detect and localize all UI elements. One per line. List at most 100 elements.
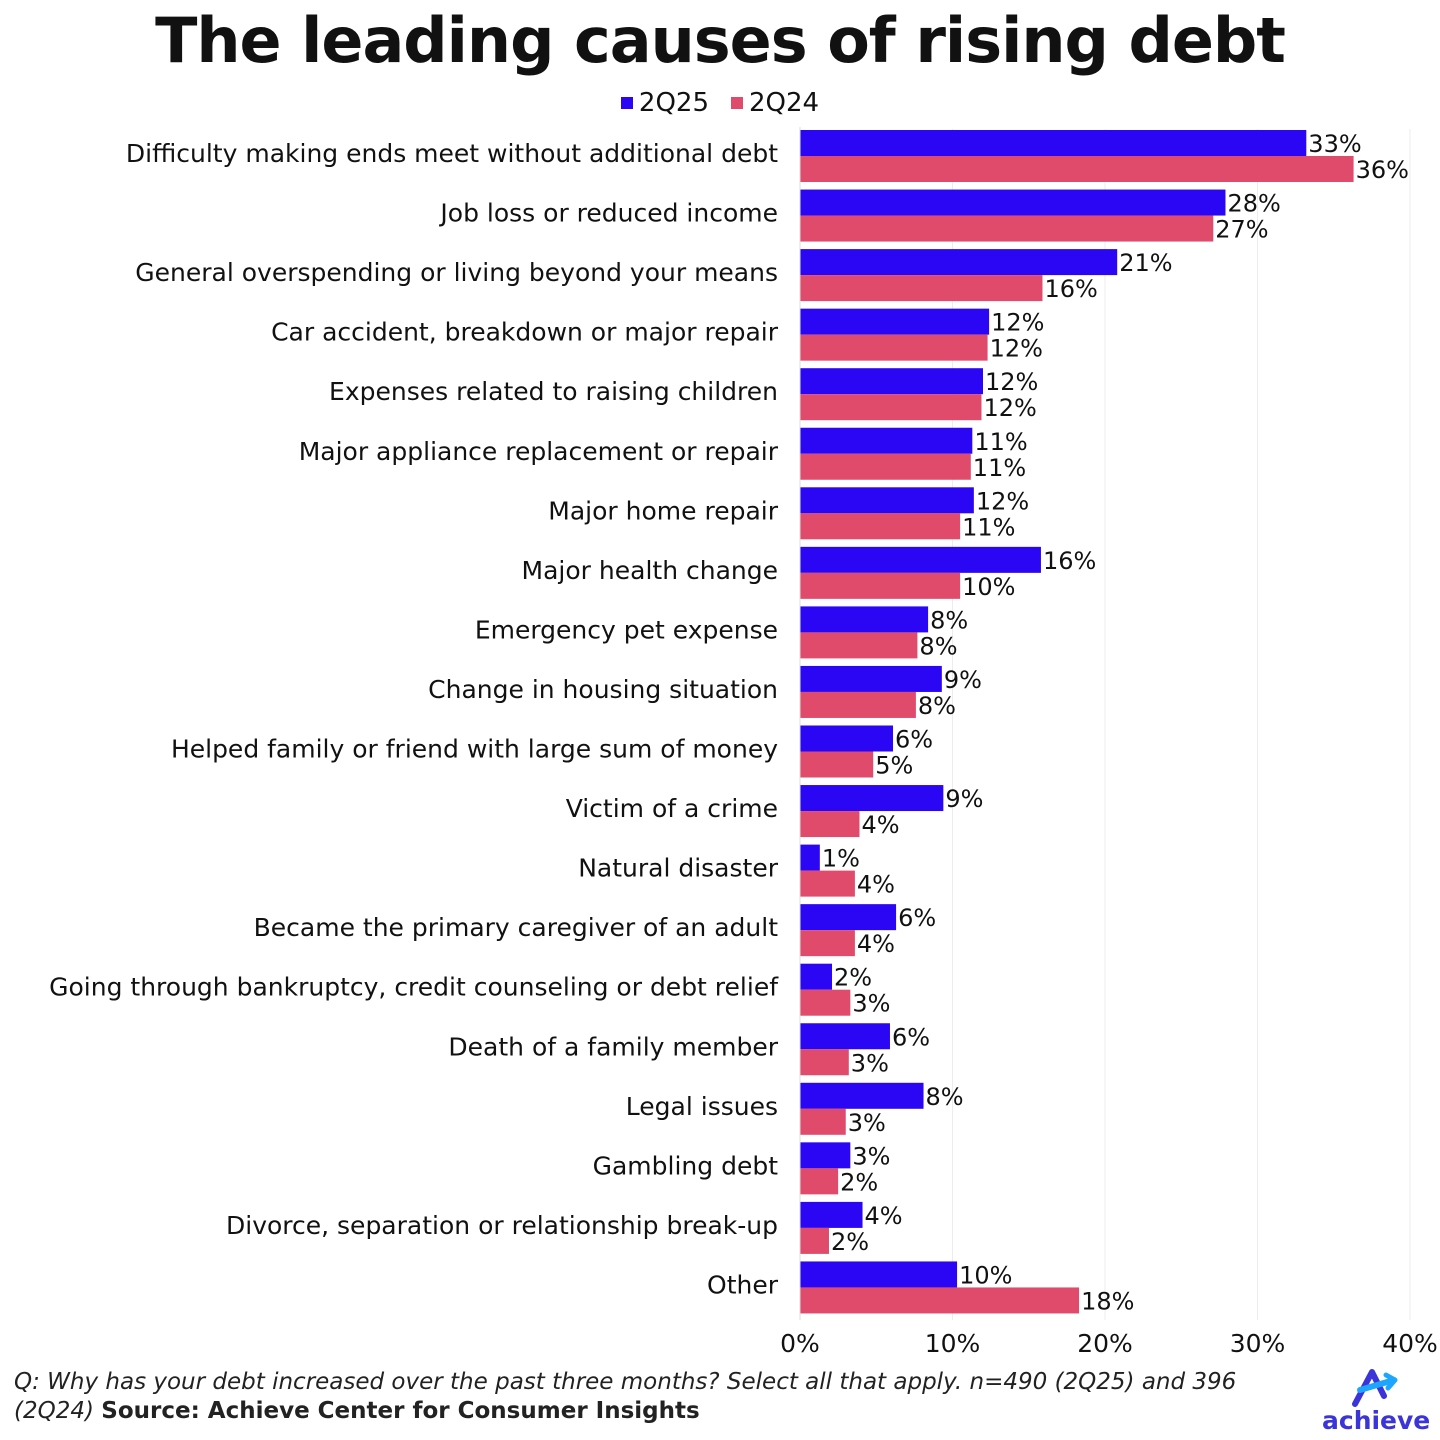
x-tick-label: 0% — [780, 1329, 820, 1358]
category-label: Natural disaster — [578, 854, 779, 883]
brand-wordmark: achieve — [1322, 1406, 1431, 1435]
data-label-2q25: 6% — [892, 1023, 930, 1051]
data-label-2q25: 10% — [959, 1261, 1012, 1289]
data-label-2q24: 11% — [973, 454, 1026, 482]
legend-item-2q25: 2Q25 — [620, 88, 709, 118]
achieve-arrow-logo-icon — [1352, 1369, 1398, 1407]
bar-2q24 — [800, 1108, 846, 1135]
data-label-2q24: 2% — [831, 1228, 869, 1256]
data-label-2q24: 12% — [983, 394, 1036, 422]
bar-2q25 — [800, 725, 894, 752]
bar-2q24 — [800, 513, 961, 540]
bar-2q24 — [800, 1049, 849, 1076]
legend-item-2q24: 2Q24 — [731, 88, 819, 118]
bar-2q25 — [800, 546, 1041, 573]
data-label-2q25: 12% — [976, 487, 1029, 515]
bar-2q25 — [800, 368, 983, 395]
data-label-2q24: 3% — [851, 1049, 889, 1077]
bar-2q25 — [800, 487, 974, 514]
category-label: Major home repair — [548, 496, 778, 525]
bar-2q25 — [800, 904, 897, 931]
data-label-2q24: 12% — [990, 335, 1043, 363]
footnote: Q: Why has your debt increased over the … — [14, 1368, 1304, 1426]
bar-2q24 — [800, 1287, 1080, 1314]
data-label-2q25: 6% — [898, 904, 936, 932]
bar-2q24 — [800, 930, 855, 957]
source-credit: Source: Achieve Center for Consumer Insi… — [101, 1398, 700, 1424]
bar-2q24 — [800, 632, 918, 659]
data-label-2q25: 9% — [944, 666, 982, 694]
category-label: Other — [707, 1270, 779, 1299]
data-label-2q25: 21% — [1119, 249, 1172, 277]
bar-2q25 — [800, 785, 944, 812]
legend: 2Q25 2Q24 — [0, 88, 1440, 118]
data-label-2q24: 4% — [857, 930, 895, 958]
data-label-2q25: 12% — [991, 309, 1044, 337]
category-label: Death of a family member — [448, 1032, 778, 1061]
data-label-2q25: 33% — [1308, 130, 1361, 158]
category-label: Change in housing situation — [428, 675, 778, 704]
category-label: Major health change — [522, 556, 778, 585]
category-label: Divorce, separation or relationship brea… — [226, 1211, 778, 1240]
data-label-2q24: 5% — [875, 752, 913, 780]
data-label-2q25: 4% — [865, 1202, 903, 1230]
data-label-2q24: 36% — [1356, 156, 1409, 184]
bar-2q24 — [800, 394, 982, 421]
data-label-2q24: 16% — [1044, 275, 1097, 303]
bar-2q24 — [800, 215, 1214, 242]
bar-2q24 — [800, 870, 855, 897]
bar-2q25 — [800, 963, 833, 990]
legend-swatch-2q24 — [731, 97, 743, 109]
category-label: Helped family or friend with large sum o… — [171, 735, 778, 764]
category-label: Difficulty making ends meet without addi… — [126, 139, 778, 168]
bar-2q24 — [800, 811, 860, 838]
bar-2q25 — [800, 427, 973, 454]
data-label-2q24: 8% — [918, 692, 956, 720]
category-label: Expenses related to raising children — [329, 377, 778, 406]
data-label-2q24: 3% — [852, 990, 890, 1018]
brand-logo: achieve — [1322, 1366, 1431, 1436]
data-label-2q25: 28% — [1227, 190, 1280, 218]
category-label: Going through bankruptcy, credit counsel… — [49, 973, 779, 1002]
legend-label-2q25: 2Q25 — [638, 88, 709, 118]
bar-2q25 — [800, 665, 942, 692]
bar-2q25 — [800, 1023, 890, 1050]
x-tick-label: 30% — [1230, 1329, 1286, 1358]
data-label-2q25: 8% — [926, 1083, 964, 1111]
bar-2q24 — [800, 156, 1354, 182]
category-label: Major appliance replacement or repair — [299, 437, 779, 466]
category-label: Became the primary caregiver of an adult — [254, 913, 779, 942]
legend-label-2q24: 2Q24 — [749, 88, 820, 118]
chart-title: The leading causes of rising debt — [155, 4, 1286, 77]
bar-2q24 — [800, 1227, 829, 1254]
data-label-2q25: 8% — [930, 606, 968, 634]
bar-2q25 — [800, 1201, 863, 1228]
bar-chart: Difficulty making ends meet without addi… — [49, 127, 1438, 1358]
bar-2q24 — [800, 453, 971, 480]
bar-2q24 — [800, 1168, 839, 1195]
bar-2q25 — [800, 249, 1118, 276]
data-label-2q25: 1% — [822, 845, 860, 873]
bar-2q25 — [800, 130, 1307, 156]
bar-2q25 — [800, 1082, 924, 1109]
category-label: Car accident, breakdown or major repair — [271, 318, 779, 347]
data-label-2q25: 9% — [945, 785, 983, 813]
bar-2q24 — [800, 751, 874, 778]
data-label-2q24: 4% — [861, 811, 899, 839]
data-label-2q25: 16% — [1043, 547, 1096, 575]
data-label-2q24: 18% — [1081, 1287, 1134, 1315]
bar-2q24 — [800, 572, 961, 599]
data-label-2q24: 10% — [962, 573, 1015, 601]
data-label-2q24: 11% — [962, 513, 1015, 541]
legend-swatch-2q25 — [620, 97, 633, 109]
data-label-2q24: 2% — [840, 1168, 878, 1196]
bar-2q24 — [800, 989, 851, 1016]
survey-question: Q: Why has your debt increased over the … — [14, 1369, 1237, 1424]
data-label-2q24: 27% — [1215, 216, 1268, 244]
data-label-2q25: 2% — [834, 964, 872, 992]
category-label: Legal issues — [626, 1092, 778, 1121]
category-label: Victim of a crime — [566, 794, 778, 823]
x-tick-label: 20% — [1077, 1329, 1133, 1358]
data-label-2q24: 8% — [919, 632, 957, 660]
bar-2q25 — [800, 1261, 958, 1288]
